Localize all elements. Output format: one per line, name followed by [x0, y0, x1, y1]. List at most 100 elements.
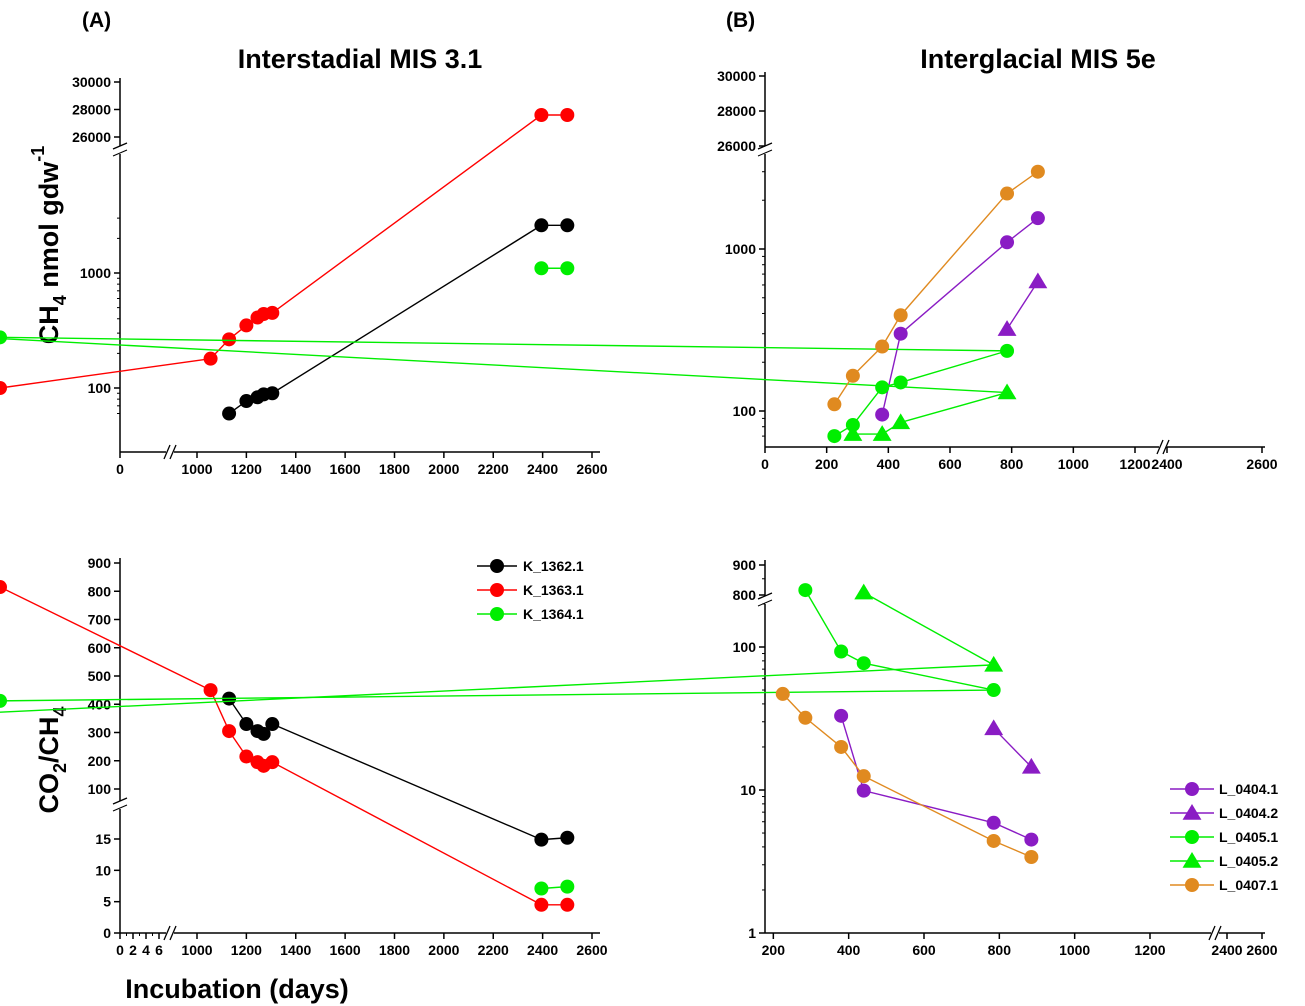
x-tick-label: 2600	[576, 461, 607, 477]
ylabel-bot-sub-a: 2	[50, 763, 70, 773]
data-point-K_1362.1	[265, 386, 280, 401]
data-point-L_0405.1	[827, 429, 842, 444]
data-point-L_0407.1	[1030, 164, 1045, 179]
x-tick-label: 1400	[280, 461, 311, 477]
legend-entry: L_0404.1	[1170, 781, 1278, 797]
data-point-L_0405.1	[0, 330, 7, 345]
series-line-L_0405.1	[804, 589, 842, 652]
x-tick-label: 400	[877, 456, 901, 472]
legend-label: L_0405.1	[1219, 829, 1278, 845]
data-point-K_1363.1	[203, 351, 218, 366]
y-tick-label: 100	[88, 781, 112, 797]
legend-entry: L_0405.1	[1170, 829, 1278, 845]
axis-break-stroke	[163, 925, 171, 941]
axis-break-stroke	[112, 797, 128, 805]
x-tick-label: 400	[837, 942, 861, 958]
axis-break-mark	[1208, 925, 1222, 941]
x-tick-label: 200	[815, 456, 839, 472]
legend-marker	[490, 583, 504, 597]
legend-label: L_0404.1	[1219, 781, 1278, 797]
legend-marker	[490, 607, 504, 621]
data-point-K_1362.1	[560, 830, 575, 845]
axis-break-mark	[1156, 439, 1170, 455]
data-point-K_1364.1	[534, 261, 549, 276]
y-tick-label: 1000	[80, 265, 111, 281]
series-line-L_0404.1	[900, 241, 1008, 335]
x-tick-label: 2400	[527, 942, 558, 958]
axis-break-gap	[1211, 926, 1219, 940]
axes-layer: 0 1000 1200 1400 1600 1800 2000 2200 2400 2600260…	[72, 68, 1278, 958]
axis-break-mark	[163, 925, 177, 941]
ylabel-bot-sub-b: 4	[50, 706, 70, 716]
data-point-L_0405.1	[986, 683, 1001, 698]
series-line-L_0405.1	[900, 350, 1008, 384]
axis-break-stroke	[1208, 925, 1216, 941]
legend-marker	[1185, 830, 1199, 844]
x-tick-label: 2600	[1246, 942, 1277, 958]
data-layer	[0, 108, 1048, 912]
series-line-L_0405.2	[863, 592, 995, 666]
x-tick-label: 600	[938, 456, 962, 472]
legend-marker	[490, 559, 504, 573]
y-tick-label: 0	[103, 925, 111, 941]
legend-label: L_0407.1	[1219, 877, 1278, 893]
data-point-L_0407.1	[775, 686, 790, 701]
data-point-L_0407.1	[1000, 186, 1015, 201]
x-tick-label: 1200	[1134, 942, 1165, 958]
series-line-K_1363.1	[271, 114, 542, 314]
series-line-K_1363.1	[209, 689, 230, 732]
axis-break-gap	[166, 445, 174, 459]
y-tick-label: 10	[740, 782, 756, 798]
data-point-L_0407.1	[1024, 849, 1039, 864]
x-tick-label: 1200	[231, 461, 262, 477]
panel-b-top-axes: 0 200 400 600 800 1000 1200 2400 2600 26000 28000 3…	[717, 68, 1278, 472]
data-point-L_0404.1	[1024, 832, 1039, 847]
data-point-K_1362.1	[239, 394, 254, 409]
data-point-L_0405.1	[0, 693, 7, 708]
data-point-L_0405.1	[856, 656, 871, 671]
data-point-K_1363.1	[534, 108, 549, 122]
data-point-L_0407.1	[798, 710, 813, 725]
y-tick-label: 100	[733, 403, 757, 419]
axis-break-mark	[757, 592, 773, 607]
x-tick-label: 1000	[181, 461, 212, 477]
x-tick-label: 2	[129, 942, 137, 958]
data-point-K_1362.1	[534, 832, 549, 847]
y-tick-label: 28000	[72, 102, 111, 118]
data-point-L_0405.1	[798, 583, 813, 598]
x-axis-label: Incubation (days)	[125, 974, 349, 1004]
y-tick-label: 300	[88, 725, 112, 741]
axis-break-stroke	[169, 925, 177, 941]
x-tick-label: 2400	[1211, 942, 1242, 958]
data-point-L_0407.1	[845, 368, 860, 383]
y-tick-label: 1000	[725, 241, 756, 257]
data-point-L_0405.1	[1000, 343, 1015, 358]
series-line-L_0407.1	[804, 717, 842, 748]
data-point-L_0404.1	[986, 815, 1001, 830]
x-tick-label: 0	[761, 456, 769, 472]
data-point-K_1363.1	[203, 683, 218, 698]
y-tick-label: 400	[88, 696, 112, 712]
title-a: Interstadial MIS 3.1	[238, 44, 483, 74]
data-point-L_0407.1	[986, 833, 1001, 848]
axis-break-stroke	[112, 142, 128, 150]
legend-entry: L_0407.1	[1170, 877, 1278, 893]
y-tick-label: 28000	[717, 103, 756, 119]
y-tick-label: 500	[88, 668, 112, 684]
data-point-K_1362.1	[534, 218, 549, 233]
series-line-L_0405.1	[0, 689, 994, 702]
x-tick-label: 1800	[379, 942, 410, 958]
data-point-L_0405.2	[854, 583, 874, 600]
x-tick-label: 1200	[1119, 456, 1150, 472]
x-tick-label: 200	[762, 942, 786, 958]
data-point-L_0407.1	[856, 769, 871, 784]
series-line-L_0404.1	[863, 789, 994, 824]
data-point-L_0404.2	[1028, 272, 1048, 289]
title-b: Interglacial MIS 5e	[920, 44, 1156, 74]
legend-a: K_1362.1 K_1363.1 K_1364.1	[477, 558, 584, 622]
x-tick-label: 2200	[478, 461, 509, 477]
data-point-L_0407.1	[834, 739, 849, 754]
axis-break-stroke	[1156, 439, 1164, 455]
x-tick-label: 2400	[1151, 456, 1182, 472]
axis-break-gap	[113, 146, 127, 154]
